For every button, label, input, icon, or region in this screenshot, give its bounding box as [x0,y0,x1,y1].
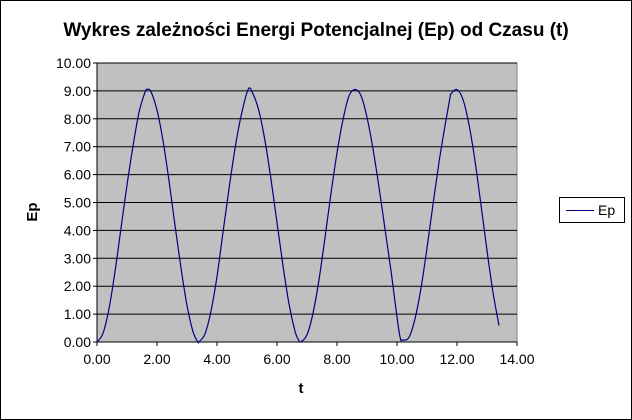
legend: Ep [559,197,625,223]
y-tick-label: 0.00 [64,334,91,350]
y-tick-label: 10.00 [56,55,91,71]
gridlines [97,62,517,315]
x-tick-label: 12.00 [439,351,474,367]
x-tick-label: 8.00 [323,351,350,367]
x-tick-label: 14.00 [499,351,534,367]
y-tick-label: 7.00 [64,139,91,155]
y-tick-label: 1.00 [64,306,91,322]
y-tick-label: 2.00 [64,278,91,294]
y-tick-label: 4.00 [64,222,91,238]
x-tick-labels: 0.00 2.00 4.00 6.00 8.00 10.00 12.00 14.00 [83,351,534,367]
chart-title: Wykres zależności Energi Potencjalnej (E… [63,20,569,41]
legend-swatch-ep [566,210,594,211]
y-axis-title: Ep [24,202,41,221]
y-tick-label: 8.00 [64,111,91,127]
y-tick-labels: 0.00 1.00 2.00 3.00 4.00 5.00 6.00 7.00 8.00 9.00… [56,55,91,350]
x-tick-label: 6.00 [263,351,290,367]
axes [93,62,518,346]
y-tick-label: 5.00 [64,195,91,211]
x-axis-title: t [299,380,304,397]
x-tick-label: 2.00 [143,351,170,367]
y-tick-label: 3.00 [64,250,91,266]
legend-label-ep: Ep [598,202,616,218]
x-tick-label: 0.00 [83,351,110,367]
x-tick-label: 4.00 [203,351,230,367]
y-tick-label: 6.00 [64,167,91,183]
y-tick-label: 9.00 [64,83,91,99]
series-line-ep [96,87,500,344]
x-tick-label: 10.00 [379,351,414,367]
